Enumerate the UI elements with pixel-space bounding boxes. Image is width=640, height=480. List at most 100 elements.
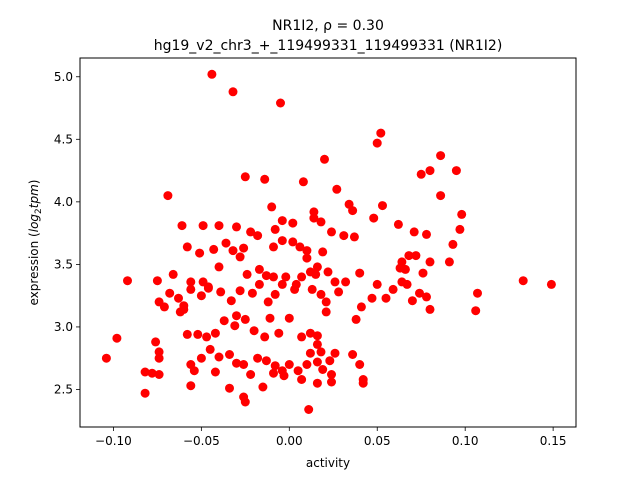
data-point — [318, 247, 328, 257]
data-point — [291, 279, 301, 289]
y-tick-label: 4.0 — [54, 195, 73, 209]
data-point — [277, 216, 287, 226]
data-point — [307, 284, 317, 294]
data-point — [210, 328, 220, 338]
data-point — [327, 370, 336, 379]
data-point — [186, 277, 196, 287]
data-point — [288, 218, 298, 228]
data-point — [288, 237, 298, 247]
chart-title: NR1I2, ρ = 0.30 — [272, 18, 384, 34]
data-point — [332, 184, 342, 194]
data-point — [226, 296, 236, 306]
data-point — [232, 311, 241, 321]
data-point — [320, 154, 329, 164]
data-point — [334, 287, 344, 297]
data-point — [202, 332, 212, 342]
data-point — [246, 227, 256, 237]
x-tick-label: 0.05 — [364, 434, 391, 448]
data-point — [312, 357, 322, 367]
data-point — [378, 201, 387, 211]
data-point — [225, 383, 234, 393]
data-point — [235, 252, 245, 262]
data-point — [339, 231, 349, 241]
data-point — [425, 257, 435, 267]
data-point — [230, 321, 240, 331]
data-point — [239, 360, 249, 369]
x-tick-label: 0.00 — [276, 434, 303, 448]
data-point — [457, 209, 467, 219]
data-point — [274, 328, 284, 338]
data-point — [189, 366, 199, 376]
data-point — [242, 269, 252, 279]
data-point — [330, 348, 340, 358]
data-point — [409, 227, 419, 237]
data-point — [140, 367, 150, 377]
data-point — [297, 272, 307, 282]
y-axis-label-subscript: 2 — [34, 208, 44, 214]
data-point — [196, 291, 206, 301]
y-tick-label: 3.5 — [54, 257, 73, 271]
y-tick-label: 4.5 — [54, 132, 73, 146]
data-point — [341, 277, 351, 287]
data-point — [372, 138, 382, 148]
data-point — [260, 174, 270, 184]
data-point — [284, 360, 294, 369]
data-point — [186, 284, 196, 294]
data-point — [425, 166, 435, 176]
data-point — [207, 69, 217, 79]
y-tick-label: 3.0 — [54, 320, 73, 334]
data-point — [327, 227, 336, 237]
data-point — [351, 314, 361, 324]
data-point — [546, 279, 556, 289]
data-point — [260, 332, 270, 342]
data-point — [281, 272, 291, 282]
data-point — [422, 229, 431, 239]
y-axis-ticks: 2.5 3.0 3.5 4.0 4.5 5.0 — [54, 70, 80, 396]
y-axis-label-prefix: expression ( — [27, 232, 41, 305]
data-point — [216, 287, 226, 297]
data-point — [269, 272, 278, 282]
data-point — [312, 378, 322, 388]
x-tick-label: −0.05 — [183, 434, 220, 448]
data-point — [258, 382, 268, 392]
data-point — [151, 337, 161, 347]
y-axis-label: expression (log2tpm) — [27, 180, 44, 306]
data-point — [209, 244, 219, 254]
data-point — [270, 361, 280, 371]
data-point — [214, 352, 224, 362]
data-point — [416, 169, 426, 179]
data-point — [253, 231, 263, 241]
data-point — [276, 98, 285, 108]
data-point — [247, 288, 257, 298]
data-point — [327, 377, 336, 387]
data-point — [388, 284, 398, 294]
data-point — [321, 297, 331, 307]
data-point — [321, 307, 331, 317]
data-point — [240, 397, 250, 407]
data-point — [214, 221, 224, 231]
data-point — [425, 304, 435, 314]
data-point — [471, 306, 481, 316]
data-point — [165, 288, 175, 298]
data-point — [225, 350, 234, 359]
data-point — [369, 213, 379, 223]
data-point — [147, 368, 157, 378]
x-axis-ticks: −0.10 −0.05 0.00 0.05 0.10 0.15 — [95, 427, 566, 448]
data-point — [295, 242, 305, 252]
data-point — [355, 268, 365, 278]
data-point — [203, 282, 213, 292]
x-tick-label: 0.15 — [540, 434, 567, 448]
data-point — [263, 297, 273, 307]
data-point — [318, 365, 328, 374]
data-point — [205, 344, 215, 354]
y-axis-label-suffix: ) — [27, 180, 41, 185]
data-point — [407, 296, 417, 306]
data-point — [367, 293, 377, 303]
data-point — [253, 353, 263, 363]
data-point — [436, 151, 446, 161]
data-point — [168, 269, 178, 279]
data-point — [316, 347, 326, 357]
data-point — [316, 217, 326, 227]
data-point — [415, 288, 424, 298]
data-point — [228, 87, 238, 97]
